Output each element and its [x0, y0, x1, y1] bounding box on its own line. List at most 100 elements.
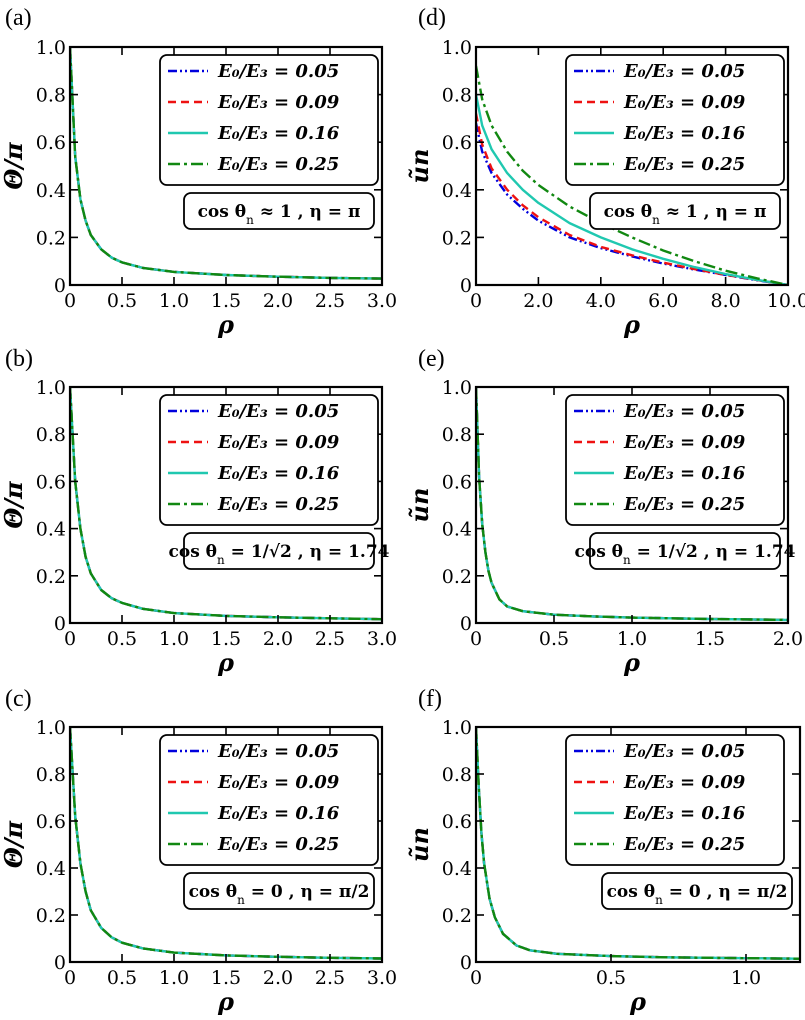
- annotation-text: cos θn = 0 , η = π/2: [189, 882, 370, 907]
- annotation-box: [589, 192, 781, 230]
- x-tick-label: 0.5: [107, 967, 137, 989]
- legend-box: [565, 54, 785, 186]
- series-line-4: [70, 47, 382, 280]
- series-line-3: [476, 94, 788, 285]
- legend-label-3: E₀/E₃ = 0.16: [623, 123, 746, 144]
- x-axis-label: ρ: [623, 648, 641, 677]
- x-tick-label: 0.5: [596, 967, 626, 989]
- y-axis-label: ũn: [405, 149, 434, 184]
- y-tick-label: 0: [460, 952, 472, 974]
- x-tick-label: 1.0: [731, 967, 761, 989]
- x-tick-label: 1.5: [211, 628, 241, 650]
- y-tick-label: 0.4: [36, 858, 66, 880]
- y-axis-label: Θ/π: [0, 142, 28, 190]
- y-tick-label: 0.6: [36, 471, 66, 493]
- plot-frame: [474, 45, 790, 287]
- annotation-text: cos θn ≈ 1 , η = π: [198, 202, 361, 227]
- legend-box: [565, 394, 785, 526]
- annotation-text: cos θn = 1/√2 , η = 1.74: [575, 542, 796, 567]
- y-tick-label: 1.0: [442, 37, 472, 59]
- x-tick-label: 1.5: [211, 967, 241, 989]
- plot-frame: [474, 725, 802, 964]
- x-tick-label: 1.0: [159, 967, 189, 989]
- y-tick-label: 0: [54, 613, 66, 635]
- x-tick-label: 0: [64, 967, 76, 989]
- panel-d: (d) 0 2.0 4.0 6.0 8.0 10.0 0 0.2 0.4 0.6 0.8 1.0 ρ ũn E…: [405, 5, 805, 339]
- y-tick-label: 0.4: [36, 180, 66, 202]
- series-group: [476, 727, 800, 960]
- annotation-box: [183, 872, 375, 910]
- annotation-text: cos θn = 1/√2 , η = 1.74: [169, 542, 390, 567]
- y-tick-label: 1.0: [36, 717, 66, 739]
- legend-label-1: E₀/E₃ = 0.05: [623, 61, 745, 82]
- x-tick-label: 8.0: [710, 290, 740, 312]
- legend-label-2: E₀/E₃ = 0.09: [623, 432, 746, 453]
- x-tick-label: 6.0: [648, 290, 678, 312]
- legend-box: [159, 394, 379, 526]
- panel-label: (f): [418, 686, 442, 712]
- x-tick-label: 3.0: [367, 967, 397, 989]
- x-tick-label: 2.5: [315, 967, 345, 989]
- x-tick-label: 2.0: [263, 967, 293, 989]
- x-tick-label: 0.5: [539, 628, 569, 650]
- y-tick-label: 1.0: [36, 37, 66, 59]
- y-tick-label: 0.8: [442, 424, 472, 446]
- panel-b: (b) 0 0.5 1.0 1.5 2.0 2.5 3.0 0 0.2 0.4 0.6 0.8 1.0 ρ Θ…: [0, 346, 397, 677]
- x-tick-label: 1.5: [211, 290, 241, 312]
- y-tick-label: 0.6: [442, 811, 472, 833]
- y-tick-label: 0.4: [442, 519, 472, 541]
- y-tick-label: 0.4: [36, 519, 66, 541]
- x-tick-label: 1.5: [695, 628, 725, 650]
- legend-label-1: E₀/E₃ = 0.05: [217, 741, 339, 762]
- y-tick-label: 1.0: [442, 377, 472, 399]
- x-tick-label: 2.0: [773, 628, 803, 650]
- legend-label-2: E₀/E₃ = 0.09: [623, 772, 746, 793]
- x-axis-label: ρ: [217, 987, 235, 1016]
- y-tick-label: 0.2: [442, 905, 472, 927]
- legend-label-4: E₀/E₃ = 0.25: [217, 494, 339, 515]
- y-tick-label: 0.8: [36, 85, 66, 107]
- x-tick-label: 2.5: [315, 290, 345, 312]
- legend-label-3: E₀/E₃ = 0.16: [217, 463, 340, 484]
- legend-label-2: E₀/E₃ = 0.09: [623, 92, 746, 113]
- y-tick-label: 0: [54, 275, 66, 297]
- annotation-box: [589, 532, 781, 570]
- panel-a: (a) 0 0.5 1.0 1.5 2.0 2.5 3.0 0 0.2 0.4 0.6 0.8 1.0 ρ Θ…: [0, 5, 397, 339]
- panel-label: (e): [418, 346, 445, 372]
- legend-label-4: E₀/E₃ = 0.25: [217, 834, 339, 855]
- series-group: [70, 47, 382, 280]
- annotation-text: cos θn ≈ 1 , η = π: [604, 202, 767, 227]
- y-tick-label: 0.4: [442, 180, 472, 202]
- y-tick-label: 0.2: [442, 227, 472, 249]
- y-tick-label: 0.6: [36, 811, 66, 833]
- x-tick-label: 0: [470, 967, 482, 989]
- legend-label-4: E₀/E₃ = 0.25: [217, 154, 339, 175]
- legend-label-3: E₀/E₃ = 0.16: [217, 803, 340, 824]
- panel-e: (e)0 0.5 1.0 1.5 2.000.20.40.60.81.0ρũnE₀/E₃…: [405, 346, 803, 677]
- legend-label-4: E₀/E₃ = 0.25: [623, 494, 745, 515]
- x-tick-label: 0.5: [107, 628, 137, 650]
- panel-label: (c): [5, 686, 32, 712]
- legend-label-1: E₀/E₃ = 0.05: [217, 61, 339, 82]
- x-tick-label: 2.0: [263, 628, 293, 650]
- annotation-box: [601, 872, 793, 910]
- panel-label: (a): [5, 5, 32, 31]
- x-axis-label: ρ: [623, 310, 641, 339]
- x-tick-label: 4.0: [586, 290, 616, 312]
- y-tick-label: 0.2: [36, 905, 66, 927]
- y-axis-label: ũn: [405, 488, 434, 523]
- x-tick-label: 10.0: [767, 290, 805, 312]
- y-tick-label: 0.8: [36, 764, 66, 786]
- panel-label: (d): [418, 5, 446, 31]
- y-axis-label: ũn: [405, 827, 434, 862]
- legend-box: [159, 54, 379, 186]
- y-axis-label: Θ/π: [0, 820, 28, 868]
- y-tick-label: 0: [460, 275, 472, 297]
- legend-label-2: E₀/E₃ = 0.09: [217, 772, 340, 793]
- x-axis-label: ρ: [217, 648, 235, 677]
- legend-box: [565, 734, 785, 866]
- y-tick-label: 0.2: [36, 566, 66, 588]
- x-tick-label: 0: [64, 628, 76, 650]
- legend-label-4: E₀/E₃ = 0.25: [623, 154, 745, 175]
